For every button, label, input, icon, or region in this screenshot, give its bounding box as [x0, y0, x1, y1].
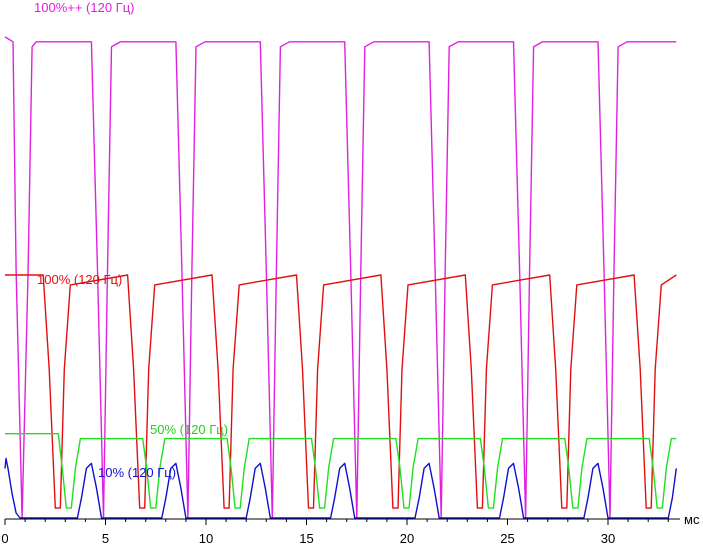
series-layer	[4, 36, 677, 519]
series-line-0	[4, 36, 677, 519]
x-tick-label: 15	[299, 531, 313, 546]
x-tick-label: 10	[199, 531, 213, 546]
series-label-10: 10% (120 Гц)	[98, 465, 176, 480]
series-label-100: 100% (120 Гц)	[37, 272, 122, 287]
series-label-50: 50% (120 Гц)	[150, 422, 228, 437]
series-line-2	[5, 433, 677, 509]
x-axis-unit-label: мс	[684, 512, 700, 527]
x-tick-label: 25	[500, 531, 514, 546]
series-line-3	[4, 457, 677, 519]
x-tick-label: 0	[1, 531, 8, 546]
x-tick-label: 30	[601, 531, 615, 546]
x-axis-ticks: 0 5 10 15 20 25 30	[1, 519, 669, 546]
x-tick-label: 20	[400, 531, 414, 546]
series-line-1	[5, 274, 677, 509]
x-tick-label: 5	[102, 531, 109, 546]
series-label-100-plus: 100%++ (120 Гц)	[34, 0, 135, 15]
